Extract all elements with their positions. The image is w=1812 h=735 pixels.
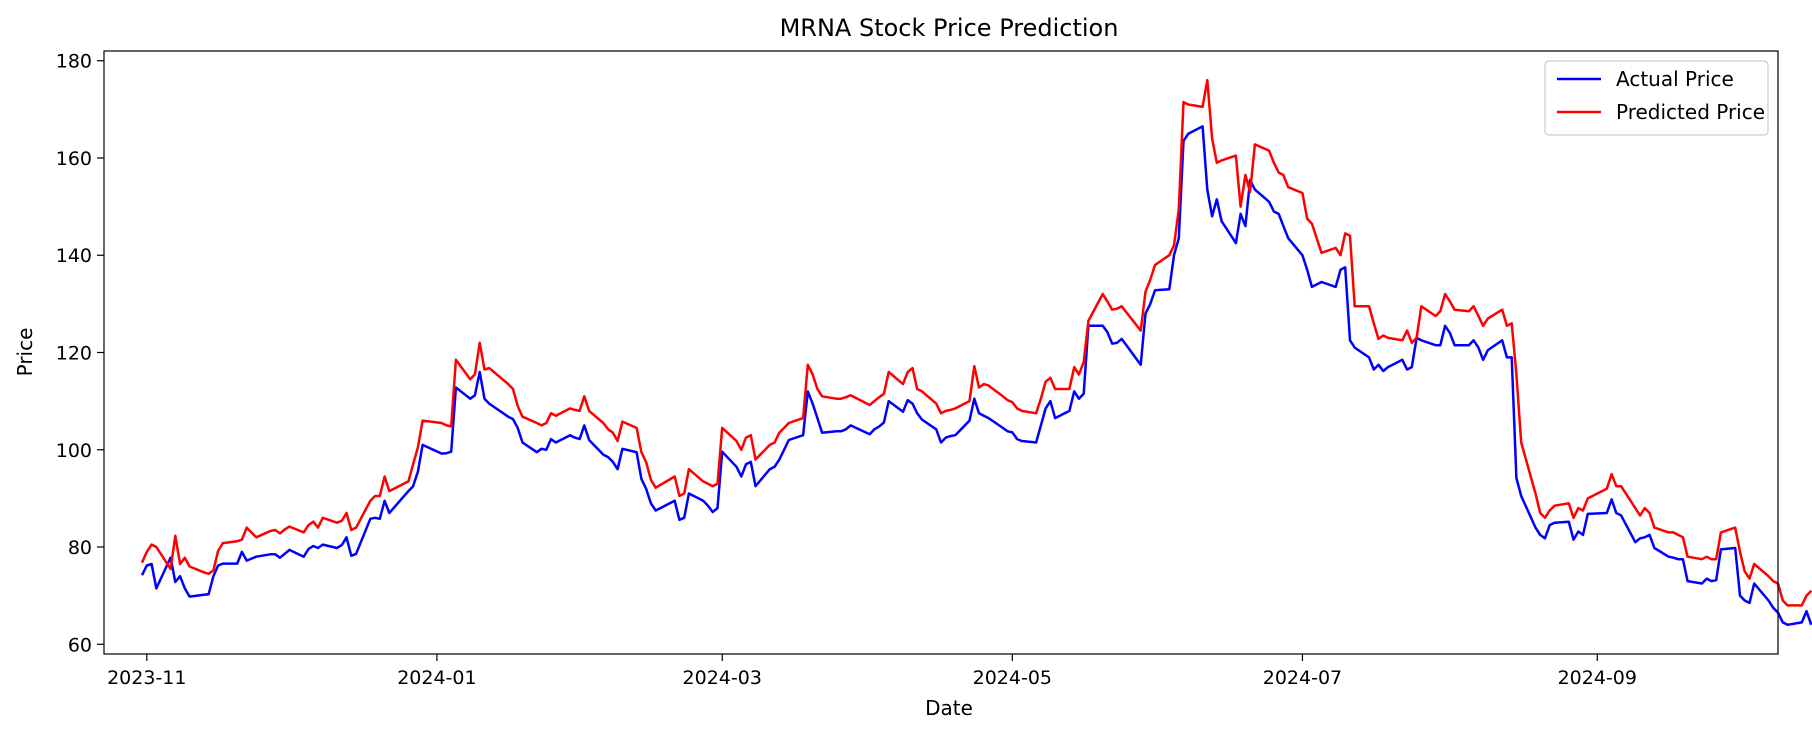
legend-label-predicted-price: Predicted Price: [1616, 100, 1765, 124]
y-axis-label: Price: [13, 328, 37, 377]
y-tick-label: 120: [56, 343, 92, 365]
y-tick-label: 160: [56, 148, 92, 170]
x-tick-label: 2024-09: [1558, 667, 1637, 689]
x-axis: 2023-11 2024-01 2024-03 2024-05 2024-07 2024-…: [107, 654, 1637, 689]
x-tick-label: 2024-07: [1263, 667, 1342, 689]
y-tick-label: 60: [68, 634, 92, 656]
chart-title: MRNA Stock Price Prediction: [780, 14, 1119, 42]
y-tick-label: 100: [56, 440, 92, 462]
x-tick-label: 2023-11: [107, 667, 186, 689]
x-tick-label: 2024-01: [397, 667, 476, 689]
series-layer: [140, 78, 1812, 627]
legend: Actual Price Predicted Price: [1544, 60, 1769, 136]
x-axis-label: Date: [925, 696, 973, 720]
x-tick-label: 2024-05: [973, 667, 1052, 689]
series-line-actual-price: [140, 125, 1812, 627]
y-tick-label: 180: [56, 51, 92, 73]
y-axis: 60 80 100 120 140 160 180: [56, 51, 104, 656]
series-line-predicted-price: [140, 78, 1812, 607]
y-tick-label: 140: [56, 245, 92, 267]
x-tick-label: 2024-03: [683, 667, 762, 689]
legend-label-actual-price: Actual Price: [1616, 67, 1734, 91]
y-tick-label: 80: [68, 537, 92, 559]
